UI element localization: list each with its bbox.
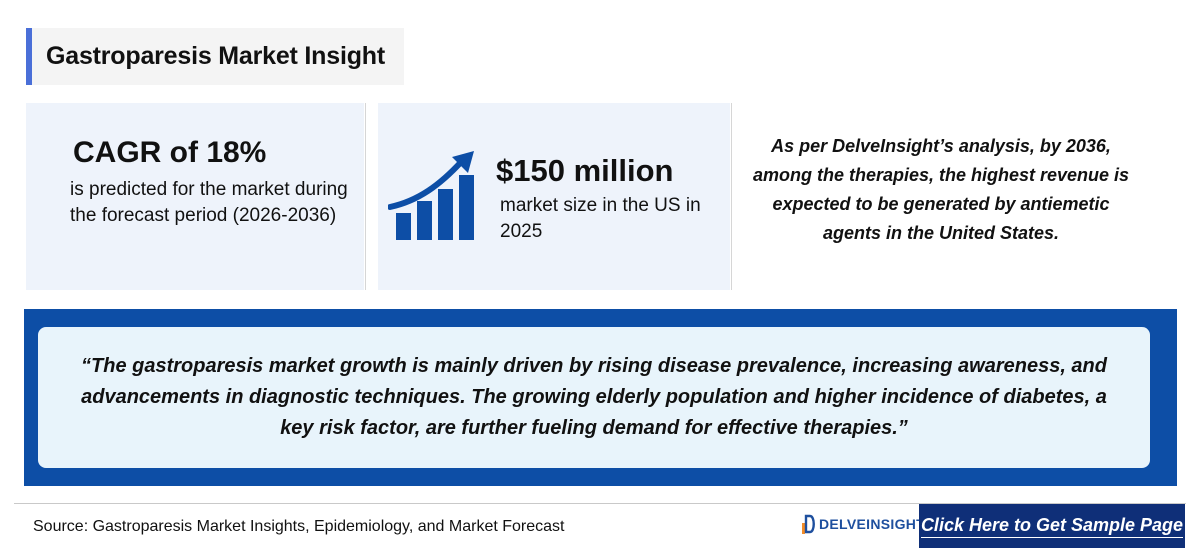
market-size-card: $150 million market size in the US in 20… — [378, 103, 730, 290]
growth-bar-chart-icon — [388, 151, 474, 240]
page-title: Gastroparesis Market Insight — [46, 42, 385, 70]
delveinsight-logo[interactable]: DELVEINSIGHT — [802, 514, 925, 534]
quote-box: “The gastroparesis market growth is main… — [38, 327, 1150, 468]
cta-label: Click Here to Get Sample Page — [920, 515, 1184, 538]
quote-text: “The gastroparesis market growth is main… — [81, 355, 1107, 439]
cagr-card: CAGR of 18% is predicted for the market … — [26, 103, 364, 290]
card-divider — [365, 103, 366, 290]
logo-mark-icon — [802, 514, 815, 534]
page-title-box: Gastroparesis Market Insight — [26, 28, 404, 85]
card-divider — [731, 103, 732, 290]
source-citation: Source: Gastroparesis Market Insights, E… — [33, 518, 565, 535]
market-size-description: market size in the US in 2025 — [500, 195, 701, 242]
analysis-statement: As per DelveInsight’s analysis, by 2036,… — [752, 136, 1130, 243]
quote-banner: “The gastroparesis market growth is main… — [24, 309, 1177, 486]
cagr-description: is predicted for the market during the f… — [70, 179, 348, 226]
footer-divider — [14, 503, 1186, 504]
get-sample-page-button[interactable]: Click Here to Get Sample Page — [919, 504, 1185, 548]
cagr-headline: CAGR of 18% — [73, 136, 267, 169]
logo-text: DELVEINSIGHT — [819, 516, 926, 532]
market-size-headline: $150 million — [496, 153, 674, 188]
